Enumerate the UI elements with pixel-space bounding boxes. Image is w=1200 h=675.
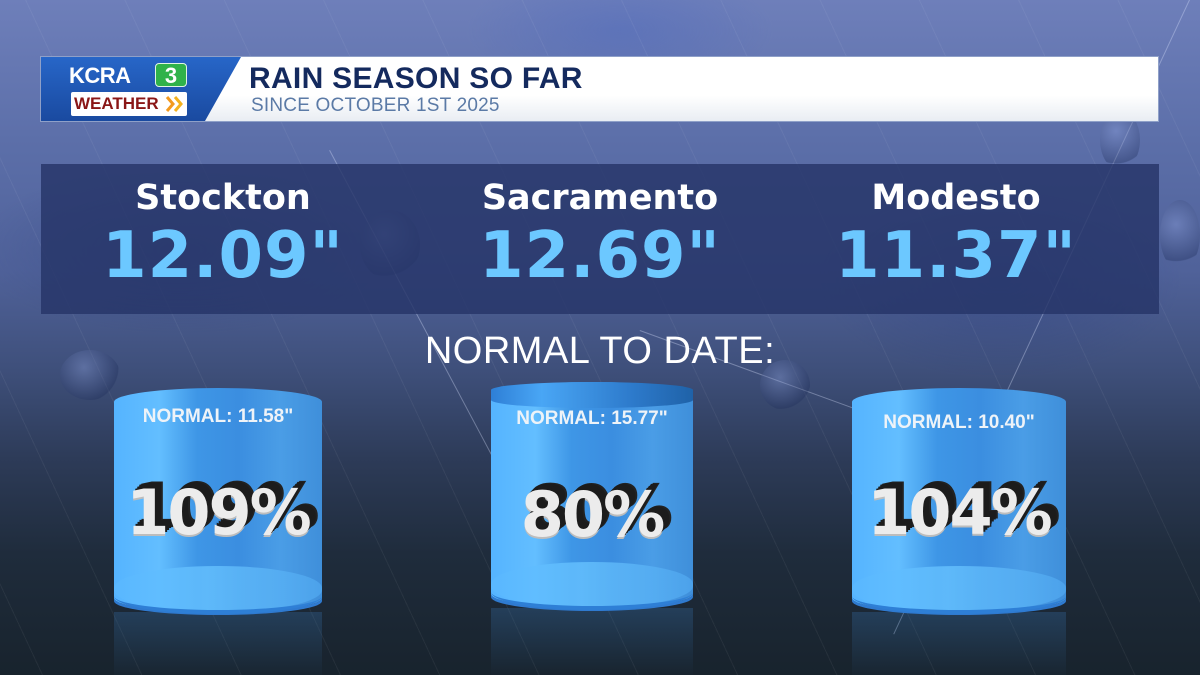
city-total: 12.09" [102, 219, 344, 293]
background-drop [1160, 200, 1200, 270]
city-total: 11.37" [835, 219, 1077, 293]
city-name: Modesto [871, 178, 1041, 218]
city-stockton: Stockton 12.09" [43, 164, 403, 292]
chevron-right-icon [165, 96, 183, 112]
cylinder-stockton: NORMAL: 11.58" 109% [114, 388, 322, 675]
background-drop [60, 350, 120, 400]
city-modesto: Modesto 11.37" [776, 164, 1136, 292]
city-name: Stockton [135, 178, 311, 218]
cylinder-reflection [491, 608, 693, 675]
cylinder-reflection [114, 612, 322, 675]
city-total: 12.69" [479, 219, 721, 293]
normal-label: NORMAL: 10.40" [883, 412, 1035, 433]
cylinder-sacramento: NORMAL: 15.77" 80% [491, 382, 693, 675]
rainfall-totals-panel: Stockton 12.09" Sacramento 12.69" Modest… [41, 164, 1159, 314]
city-name: Sacramento [481, 178, 719, 218]
cylinder-rim [852, 578, 1066, 614]
percent-of-normal: 80% [520, 478, 665, 551]
page-subtitle: SINCE OCTOBER 1ST 2025 [251, 95, 500, 116]
cylinder-modesto: NORMAL: 10.40" 104% [852, 388, 1066, 675]
cylinder-reflection [852, 612, 1066, 675]
percent-of-normal: 109% [126, 476, 312, 549]
normal-to-date-heading: NORMAL TO DATE: [424, 330, 776, 372]
background-drop [760, 360, 810, 410]
station-name: KCRA [69, 63, 131, 88]
weather-tag: WEATHER [71, 92, 187, 116]
cylinder-empty-band [491, 382, 693, 408]
page-title: RAIN SEASON SO FAR [249, 62, 583, 95]
percent-of-normal: 104% [867, 476, 1053, 549]
kcra-weather-logo: KCRA 3 WEATHER [41, 57, 241, 121]
cylinder-rim [491, 574, 693, 610]
channel-number: 3 [155, 63, 187, 88]
city-sacramento: Sacramento 12.69" [420, 164, 780, 292]
cylinder-rim [114, 578, 322, 614]
title-bar: KCRA 3 WEATHER RAIN SEASON SO FAR SINCE … [40, 56, 1159, 122]
normal-label: NORMAL: 15.77" [516, 408, 668, 429]
normal-label: NORMAL: 11.58" [142, 406, 294, 427]
